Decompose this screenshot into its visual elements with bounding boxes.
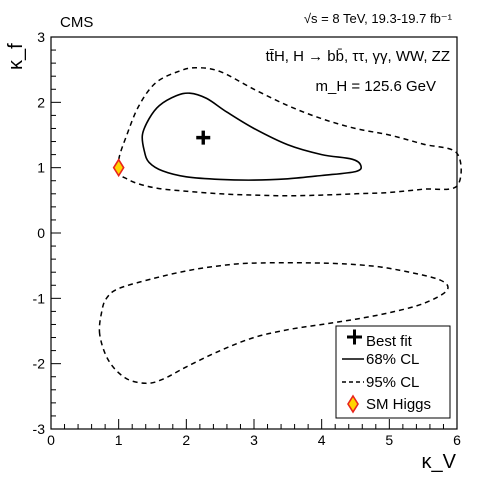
x-axis-label: κ_V [422, 451, 457, 473]
experiment-label: CMS [60, 14, 93, 31]
x-tick-label: 4 [318, 432, 326, 448]
y-tick-label: -1 [33, 290, 46, 306]
energy-label: √s = 8 TeV, 19.3-19.7 fb⁻¹ [304, 11, 453, 26]
legend-68cl-label: 68% CL [366, 351, 419, 368]
x-tick-label: 6 [453, 432, 461, 448]
contour-95cl-upper [117, 66, 462, 197]
best-fit-marker [196, 130, 211, 145]
mass-label: m_H = 125.6 GeV [316, 78, 436, 95]
x-tick-label: 3 [250, 432, 258, 448]
y-axis-label: κ_f [5, 43, 27, 70]
y-axis-ticks: -3 -2 -1 0 1 2 3 [33, 29, 61, 437]
sm-higgs-marker [112, 158, 125, 178]
legend-sm-higgs-icon [347, 394, 359, 414]
process-label: tt̄H, H → bb̄, ττ, γγ, WW, ZZ [266, 48, 450, 65]
y-tick-label: 0 [37, 225, 45, 241]
x-tick-label: 0 [47, 432, 55, 448]
contours-layer [98, 66, 462, 385]
y-tick-label: 1 [37, 160, 45, 176]
y-tick-label: 2 [37, 94, 45, 110]
contour-95cl-lower [98, 261, 449, 385]
legend-best-fit-icon [347, 329, 362, 345]
y-tick-label: -2 [33, 356, 46, 372]
legend-best-fit-label: Best fit [366, 333, 413, 350]
x-tick-label: 5 [385, 432, 393, 448]
legend: Best fit 68% CL 95% CL SM Higgs [335, 325, 451, 419]
y-tick-label: -3 [33, 421, 46, 437]
y-tick-label: 3 [37, 29, 45, 45]
x-tick-label: 2 [182, 432, 190, 448]
legend-sm-higgs-label: SM Higgs [366, 396, 431, 413]
x-axis-ticks: 0 1 2 3 4 5 6 [47, 419, 461, 448]
contour-68cl [141, 92, 363, 181]
x-tick-label: 1 [115, 432, 123, 448]
markers-layer [112, 130, 211, 178]
legend-95cl-label: 95% CL [366, 374, 419, 391]
